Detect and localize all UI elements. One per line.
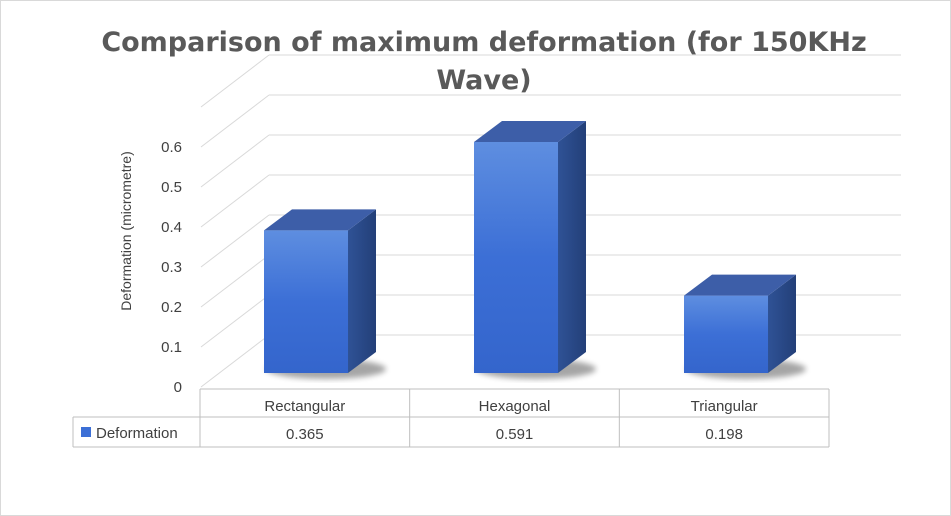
legend-series-name: Deformation [96, 425, 178, 442]
chart-title-line-2: Wave) [436, 65, 531, 96]
y-tick-label: 0.5 [161, 179, 182, 196]
x-tick-label: Triangular [691, 398, 758, 415]
bar-side [768, 274, 796, 373]
gridline-depth [200, 214, 270, 268]
bar-side [558, 121, 586, 373]
y-tick-label: 0.3 [161, 259, 182, 276]
x-tick-label: Hexagonal [479, 398, 551, 415]
bar-top [264, 209, 376, 231]
gridline-depth [200, 334, 270, 388]
gridline-depth [200, 134, 270, 188]
data-label: 0.198 [705, 426, 743, 443]
y-tick-label: 0.4 [161, 219, 182, 236]
y-tick-label: 0.2 [161, 299, 182, 316]
data-label: 0.365 [286, 426, 324, 443]
bar [264, 230, 348, 373]
bar [474, 142, 558, 373]
y-tick-label: 0.1 [161, 339, 182, 356]
y-tick-label: 0 [174, 379, 182, 396]
y-tick-label: 0.6 [161, 139, 182, 156]
gridline-depth [200, 294, 270, 348]
gridline-depth [200, 94, 270, 148]
bar-top [684, 274, 796, 296]
gridline-depth [200, 254, 270, 308]
x-tick-label: Rectangular [264, 398, 345, 415]
data-label: 0.591 [496, 426, 534, 443]
y-axis-tick-labels: 0 0.1 0.2 0.3 0.4 0.5 0.6 [161, 139, 182, 396]
y-axis-title: Deformation (micrometre) [118, 151, 134, 310]
gridline-depth [200, 174, 270, 228]
bar-top [474, 121, 586, 142]
data-table: Rectangular Hexagonal Triangular Deformatio… [72, 388, 830, 448]
bars [264, 121, 806, 379]
gridline-depth [200, 54, 270, 108]
bar [684, 295, 768, 373]
legend-swatch [81, 427, 91, 437]
chart-title: Comparison of maximum deformation (for 1… [101, 27, 866, 96]
bar-side [348, 209, 376, 373]
chart-title-line-1: Comparison of maximum deformation (for 1… [101, 27, 866, 58]
